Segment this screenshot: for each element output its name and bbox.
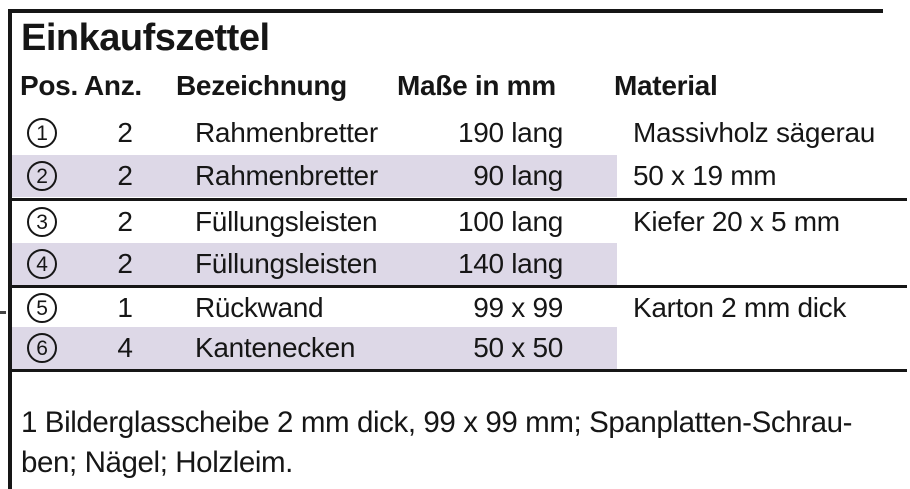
page-title: Einkaufszettel (21, 17, 270, 59)
table-row: 1 2 Rahmenbretter 190 lang Massivholz sä… (12, 112, 910, 154)
cell-description: Kantenecken (195, 332, 356, 363)
table-row: 6 4 Kantenecken 50 x 50 (12, 327, 910, 369)
cell-quantity: 4 (117, 332, 133, 363)
cell-quantity: 1 (117, 292, 133, 323)
panel-top-border (8, 9, 883, 13)
cell-description: Füllungsleisten (195, 206, 378, 237)
crop-mark (0, 311, 6, 314)
row-divider (8, 285, 907, 288)
position-number-badge: 4 (27, 249, 57, 279)
note-line-1: 1 Bilderglasscheibe 2 mm dick, 99 x 99 m… (21, 406, 853, 439)
position-number-badge: 3 (27, 207, 57, 237)
cell-material: Massivholz sägerau (633, 117, 876, 148)
cell-quantity: 2 (117, 206, 133, 237)
position-number-badge: 1 (27, 118, 57, 148)
cell-material: Karton 2 mm dick (633, 292, 847, 323)
column-header-pos: Pos. (20, 70, 78, 101)
cell-dimensions: 90 lang (473, 160, 563, 191)
cell-quantity: 2 (117, 248, 133, 279)
row-divider (8, 198, 907, 201)
cell-quantity: 2 (117, 160, 133, 191)
panel-left-border (8, 9, 12, 489)
table-header-row: Pos. Anz. Bezeichnung Maße in mm Materia… (0, 66, 910, 106)
cell-description: Füllungsleisten (195, 248, 378, 279)
cell-dimensions: 100 lang (457, 206, 563, 237)
cell-material: Kiefer 20 x 5 mm (633, 206, 840, 237)
cell-quantity: 2 (117, 117, 133, 148)
note-line-2: ben; Nägel; Holzleim. (21, 446, 293, 479)
cell-description: Rahmenbretter (195, 117, 378, 148)
cell-dimensions: 99 x 99 (473, 292, 563, 323)
column-header-material: Material (614, 70, 718, 101)
table-bottom-divider (8, 369, 907, 372)
position-number-badge: 5 (27, 293, 57, 323)
cell-material: 50 x 19 mm (633, 160, 777, 191)
column-header-bezeichnung: Bezeichnung (176, 70, 347, 101)
cell-dimensions: 140 lang (457, 248, 563, 279)
additional-materials-note: 1 Bilderglasscheibe 2 mm dick, 99 x 99 m… (21, 403, 896, 483)
position-number-badge: 6 (27, 333, 57, 363)
cell-description: Rückwand (195, 292, 324, 323)
cell-dimensions: 50 x 50 (473, 332, 563, 363)
column-header-anz: Anz. (84, 70, 142, 101)
table-row: 5 1 Rückwand 99 x 99 Karton 2 mm dick (12, 287, 910, 329)
position-number-badge: 2 (27, 161, 57, 191)
table-row: 3 2 Füllungsleisten 100 lang Kiefer 20 x… (12, 201, 910, 243)
cell-dimensions: 190 lang (457, 117, 563, 148)
column-header-masse: Maße in mm (397, 70, 556, 101)
table-row: 2 2 Rahmenbretter 90 lang 50 x 19 mm (12, 155, 910, 197)
cell-description: Rahmenbretter (195, 160, 378, 191)
table-row: 4 2 Füllungsleisten 140 lang (12, 243, 910, 285)
